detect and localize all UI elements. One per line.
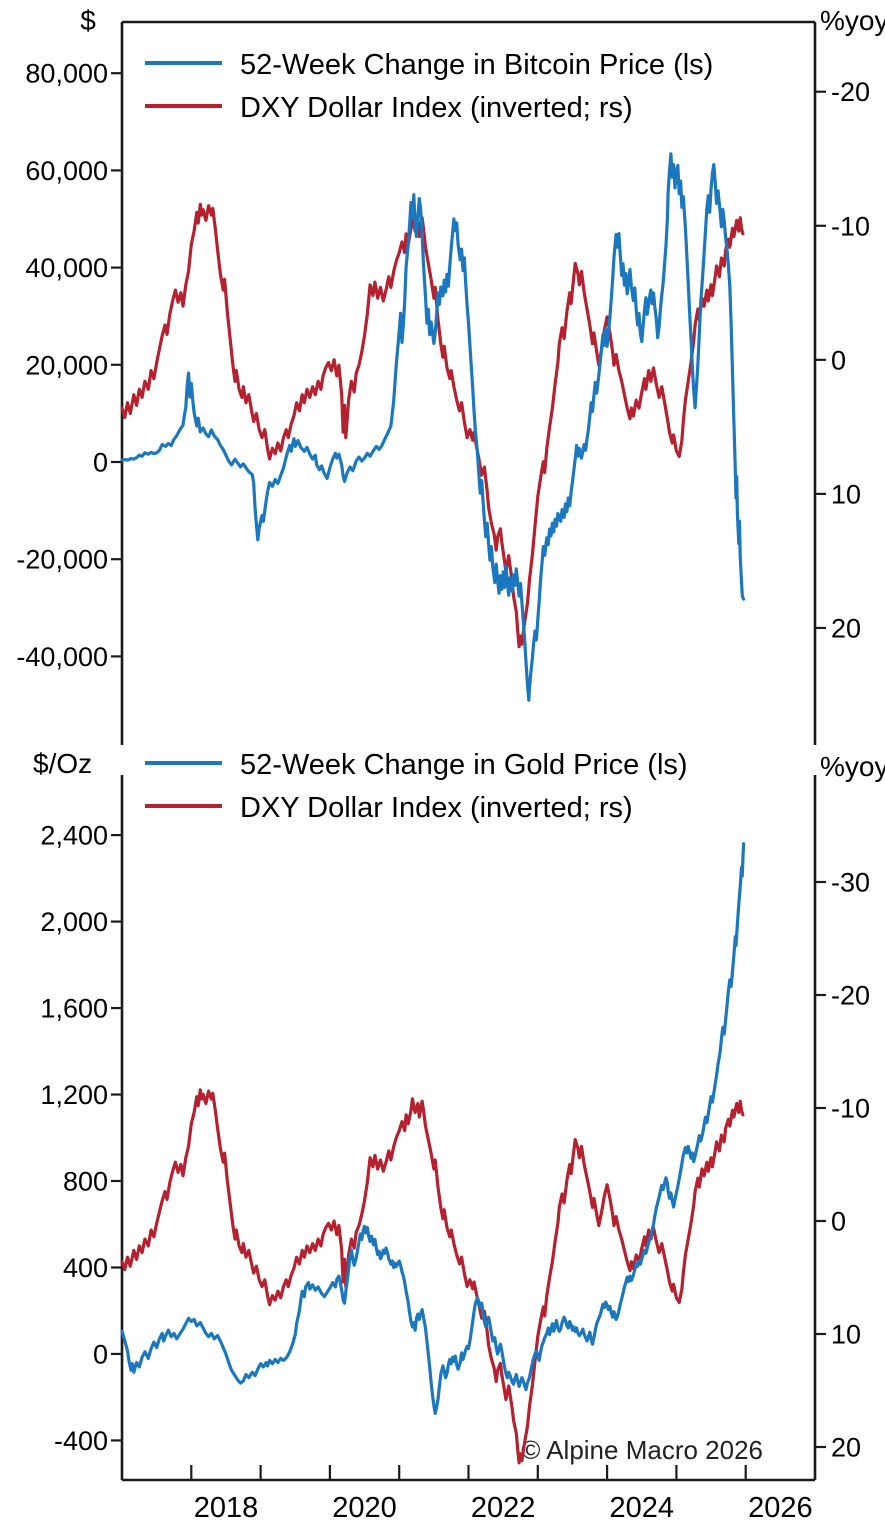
legend-label-dxy-top: DXY Dollar Index (inverted; rs) — [240, 92, 633, 124]
right-axis-tick-label: 0 — [831, 345, 846, 375]
left-axis-tick-label: 80,000 — [25, 59, 108, 89]
left-axis-tick-label: 40,000 — [25, 253, 108, 283]
right-axis-tick-label: 0 — [831, 1207, 846, 1237]
plot-areas: 80,000 60,000 40,000 20,000 0 -20,000 -40,000 -… — [16, 20, 870, 1524]
panel-gold: 2,400 2,000 1,600 1,200 800 400 0 -400 -30 -20 -10… — [40, 775, 870, 1524]
right-axis-tick-label: -10 — [831, 1094, 870, 1124]
copyright-note: © Alpine Macro 2026 — [521, 1435, 763, 1465]
bottom-right-axis-title: %yoy — [820, 751, 885, 782]
x-axis-year-label: 2024 — [609, 1492, 674, 1524]
left-axis-tick-label: 1,600 — [40, 994, 108, 1024]
bottom-left-axis-title: $/Oz — [33, 748, 92, 779]
series-line-gold — [120, 842, 746, 1415]
top-left-axis-title: $ — [80, 5, 96, 36]
series-line-bitcoin — [120, 152, 746, 702]
x-axis-year-label: 2022 — [471, 1492, 536, 1524]
left-axis-tick-label: 2,400 — [40, 821, 108, 851]
right-axis-tick-label: 20 — [831, 1433, 861, 1463]
series-line-dxy-gold — [120, 1088, 745, 1465]
legend-bitcoin-panel: 52-Week Change in Bitcoin Price (ls) DXY… — [145, 49, 713, 124]
series-line-dxy-bitcoin — [120, 202, 745, 649]
left-axis-tick-label: -20,000 — [16, 545, 108, 575]
right-axis-tick-label: -20 — [831, 77, 870, 107]
left-axis-tick-label: 0 — [93, 448, 108, 478]
left-axis-tick-label: 2,000 — [40, 907, 108, 937]
left-axis-tick-label: -40,000 — [16, 642, 108, 672]
left-axis-tick-label: -400 — [54, 1426, 108, 1456]
panel-bitcoin: 80,000 60,000 40,000 20,000 0 -20,000 -40,000 -… — [16, 20, 870, 745]
right-axis-tick-label: 20 — [831, 613, 861, 643]
right-axis-tick-label: -20 — [831, 981, 870, 1011]
legend-gold-panel: 52-Week Change in Gold Price (ls) DXY Do… — [145, 749, 688, 824]
right-axis-tick-label: 10 — [831, 1320, 861, 1350]
legend-label-bitcoin: 52-Week Change in Bitcoin Price (ls) — [240, 49, 713, 81]
left-axis-tick-label: 800 — [63, 1167, 108, 1197]
left-axis-tick-label: 1,200 — [40, 1080, 108, 1110]
right-axis-tick-label: -10 — [831, 211, 870, 241]
left-axis-tick-label: 400 — [63, 1253, 108, 1283]
legend-label-gold: 52-Week Change in Gold Price (ls) — [240, 749, 688, 781]
right-axis-tick-label: -30 — [831, 868, 870, 898]
x-axis-year-label: 2026 — [748, 1492, 813, 1524]
x-axis-year-label: 2018 — [194, 1492, 259, 1524]
left-axis-tick-label: 60,000 — [25, 156, 108, 186]
legend-label-dxy-bottom: DXY Dollar Index (inverted; rs) — [240, 792, 633, 824]
left-axis-tick-label: 20,000 — [25, 350, 108, 380]
right-axis-tick-label: 10 — [831, 479, 861, 509]
top-right-axis-title: %yoy — [820, 5, 885, 36]
left-axis-tick-label: 0 — [93, 1339, 108, 1369]
x-axis-year-label: 2020 — [332, 1492, 397, 1524]
